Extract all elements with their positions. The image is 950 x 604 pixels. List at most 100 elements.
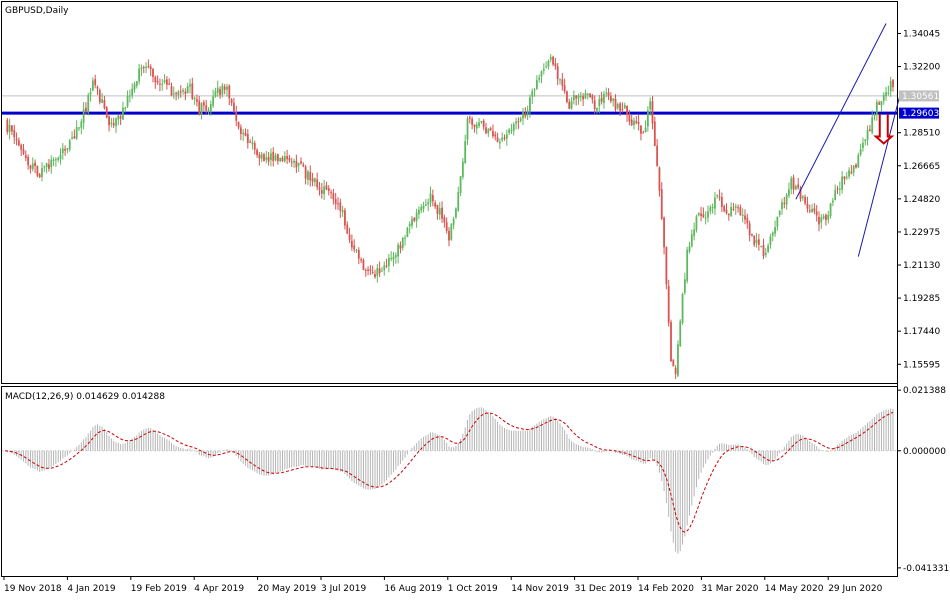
candle-bull	[697, 212, 700, 217]
time-tick-label: 31 Mar 2020	[701, 584, 758, 594]
candle-bear	[20, 143, 23, 157]
candle-bear	[154, 75, 157, 89]
candle-bull	[394, 252, 397, 264]
candle-bull	[603, 90, 605, 109]
candle-bull	[785, 193, 788, 210]
candle-bull	[862, 137, 864, 152]
candle-bull	[526, 105, 529, 120]
candle-bull	[598, 94, 601, 114]
candle-bear	[309, 165, 312, 187]
candle-bear	[431, 189, 434, 207]
candle-bull	[163, 74, 166, 84]
candle-bull	[177, 89, 180, 100]
candle-bear	[496, 132, 499, 143]
candle-bull	[138, 63, 141, 85]
candle-bear	[503, 134, 506, 141]
candle-bear	[813, 203, 816, 215]
candle-bull	[117, 114, 120, 126]
candle-bear	[665, 246, 668, 290]
price-tick-label: 1.28510	[903, 129, 940, 139]
candle-bear	[626, 105, 628, 122]
candle-bull	[529, 94, 531, 118]
candle-bull	[124, 106, 127, 113]
candle-bear	[642, 130, 645, 134]
candle-bull	[226, 83, 228, 97]
candle-bull	[31, 157, 34, 172]
candle-bull	[741, 208, 744, 223]
candle-bull	[115, 117, 117, 134]
candle-bull	[411, 215, 413, 229]
candle-bull	[769, 233, 772, 249]
candle-bull	[128, 89, 131, 103]
candle-bear	[237, 121, 240, 130]
candle-bull	[214, 87, 217, 98]
candle-bear	[350, 234, 353, 251]
candle-bear	[804, 194, 807, 206]
candle-bull	[135, 80, 138, 89]
macd-histogram	[6, 407, 894, 554]
candle-bear	[815, 204, 818, 222]
candle-bear	[48, 159, 50, 172]
candle-bull	[466, 116, 469, 146]
candle-bear	[378, 261, 381, 277]
candle-bull	[406, 226, 409, 238]
candle-bull	[251, 136, 254, 150]
candle-bull	[61, 143, 64, 160]
candle-bear	[640, 125, 642, 141]
macd-tick-label: -0.041331	[903, 564, 949, 574]
candle-bear	[566, 90, 568, 104]
candle-bull	[110, 117, 113, 128]
candle-bull	[487, 127, 490, 137]
candle-bull	[623, 102, 626, 109]
candle-bear	[325, 181, 328, 191]
candle-bear	[492, 124, 494, 139]
candle-bull	[845, 172, 848, 181]
candle-bull	[475, 121, 478, 135]
candle-bear	[311, 172, 314, 187]
time-tick-label: 16 Aug 2019	[384, 584, 442, 594]
candle-bull	[66, 147, 69, 154]
candle-bull	[279, 157, 282, 163]
candle-bull	[612, 98, 615, 107]
candle-bear	[64, 145, 67, 156]
candle-bear	[413, 217, 416, 223]
candle-bear	[718, 189, 721, 201]
candle-bull	[122, 101, 124, 121]
candle-bear	[13, 124, 16, 144]
candle-bull	[383, 261, 386, 276]
candle-bear	[263, 152, 265, 162]
candle-bull	[404, 234, 406, 246]
candle-bear	[362, 258, 365, 271]
candle-bear	[353, 239, 356, 253]
candle-bear	[868, 124, 871, 132]
candle-bear	[346, 221, 349, 235]
current-price-label: 1.30561	[899, 90, 939, 102]
candle-bull	[616, 102, 619, 111]
candle-bull	[480, 120, 483, 124]
time-tick-label: 20 May 2019	[258, 584, 317, 594]
candle-bear	[168, 78, 171, 86]
candle-bear	[149, 64, 152, 76]
candle-bull	[570, 97, 573, 110]
candle-bull	[186, 82, 189, 94]
candle-bull	[695, 214, 698, 233]
candle-bull	[864, 139, 867, 146]
candle-bear	[327, 185, 330, 196]
candle-bear	[159, 78, 161, 92]
candle-bear	[818, 211, 820, 232]
channel-upper-line	[795, 23, 887, 200]
candle-bear	[825, 213, 827, 226]
candle-bear	[385, 258, 388, 268]
candle-bear	[445, 217, 448, 234]
candle-bull	[392, 252, 395, 267]
candle-bear	[170, 82, 173, 97]
candle-bear	[635, 116, 638, 125]
candle-bear	[147, 59, 150, 69]
candle-bull	[512, 122, 515, 136]
candle-bear	[11, 125, 13, 136]
candle-bear	[223, 84, 226, 95]
candle-bear	[637, 114, 640, 131]
candle-bear	[723, 204, 726, 213]
candle-bear	[799, 186, 802, 202]
candle-bull	[866, 125, 869, 146]
